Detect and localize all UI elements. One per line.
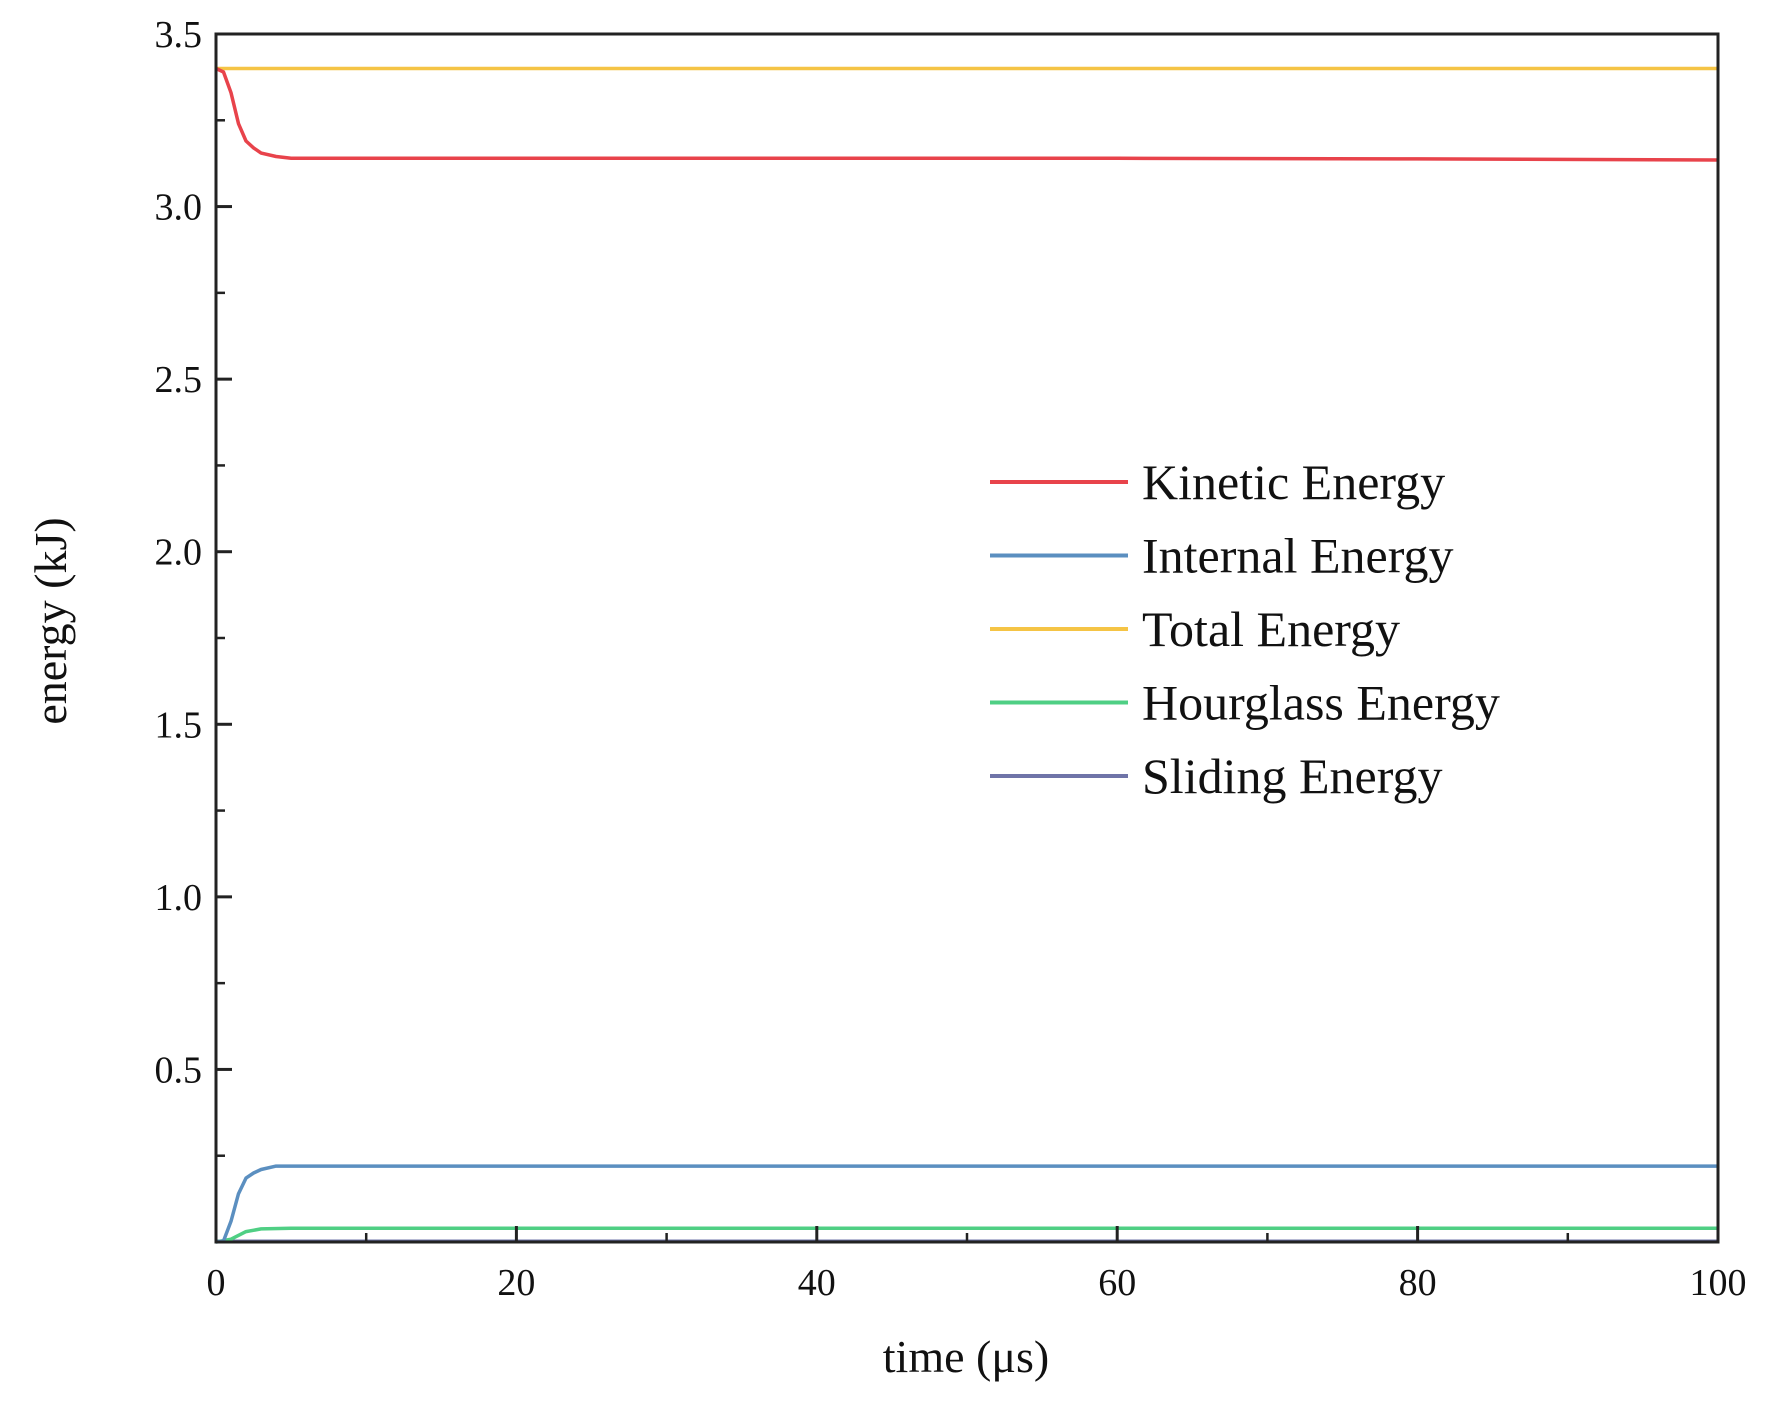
series-line-hourglass-energy [215, 1226, 1718, 1244]
y-tick-label: 3.0 [155, 187, 203, 229]
y-tick-label: 2.0 [155, 532, 203, 574]
series-line-kinetic-energy [215, 66, 1719, 162]
y-tick-label: 1.5 [155, 704, 203, 746]
x-tick-label: 40 [798, 1262, 836, 1304]
legend-label-total-energy: Total Energy [1142, 601, 1400, 657]
x-tick-label: 20 [497, 1262, 535, 1304]
x-tick-label: 60 [1098, 1262, 1136, 1304]
series-layer [215, 66, 1719, 1244]
x-tick-label: 80 [1399, 1262, 1437, 1304]
y-tick-label: 2.5 [155, 359, 203, 401]
ticks-layer: 0 20 40 60 80 100 0.5 1.0 1.5 2.0 2.5 3.0 3.5 [155, 14, 1747, 1304]
x-axis-title: time (μs) [883, 1331, 1049, 1382]
plot-frame [214, 32, 1720, 1244]
y-tick-label: 0.5 [155, 1049, 203, 1091]
y-axis-title: energy (kJ) [25, 517, 76, 724]
y-tick-label: 3.5 [155, 14, 203, 56]
legend: Kinetic Energy Internal Energy Total Energ… [990, 454, 1500, 804]
series-line-internal-energy [215, 1164, 1718, 1244]
x-tick-label: 0 [207, 1262, 226, 1304]
x-tick-label: 100 [1690, 1262, 1747, 1304]
legend-label-kinetic-energy: Kinetic Energy [1142, 454, 1445, 510]
legend-label-internal-energy: Internal Energy [1142, 528, 1453, 584]
legend-label-hourglass-energy: Hourglass Energy [1142, 675, 1500, 731]
y-tick-label: 1.0 [155, 877, 203, 919]
legend-label-sliding-energy: Sliding Energy [1142, 748, 1442, 804]
